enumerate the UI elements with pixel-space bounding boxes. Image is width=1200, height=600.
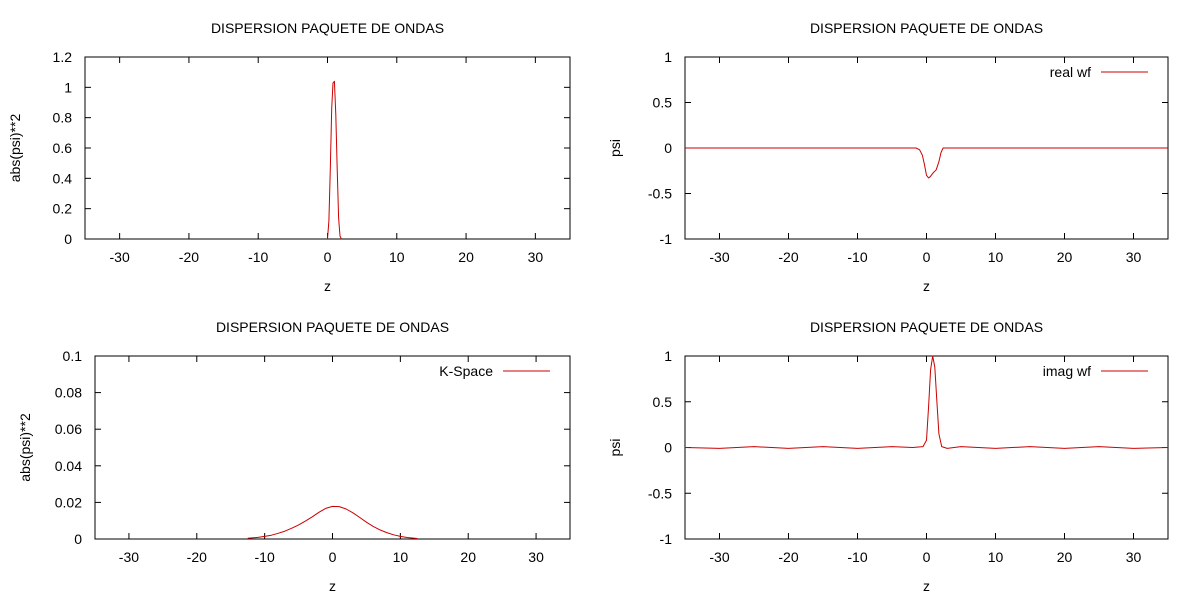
panels-container: DISPERSION PAQUETE DE ONDAS z abs(psi)**2 -… — [7, 20, 1169, 594]
chart-4-x-tick-label: 0 — [923, 549, 931, 565]
chart-2-legend-label: real wf — [1050, 64, 1091, 80]
chart-4-y-axis-label: psi — [607, 439, 623, 457]
chart-2-y-axis-label: psi — [607, 139, 623, 157]
chart-1: DISPERSION PAQUETE DE ONDAS z abs(psi)**2 -… — [7, 20, 571, 294]
chart-3-x-tick-label: 0 — [329, 549, 337, 565]
chart-3-y-tick-label: 0 — [74, 531, 82, 547]
chart-4-x-tick-label: -30 — [709, 549, 729, 565]
chart-2-x-tick-label: -10 — [847, 249, 867, 265]
chart-3-x-tick-label: 20 — [460, 549, 476, 565]
chart-3-y-tick-label: 0.08 — [55, 385, 82, 401]
chart-2-series-line-real-wf — [685, 147, 1168, 179]
chart-3-y-tick-label: 0.04 — [55, 458, 82, 474]
chart-2-x-tick-label: 0 — [923, 249, 931, 265]
chart-1-y-tick-label: 0 — [64, 231, 72, 247]
chart-1-title: DISPERSION PAQUETE DE ONDAS — [211, 20, 444, 36]
chart-2-y-tick-label: 0 — [664, 140, 672, 156]
chart-3-x-tick-label: -30 — [119, 549, 139, 565]
chart-3-y-axis-label: abs(psi)**2 — [17, 413, 33, 482]
chart-3-y-tick-label: 0.02 — [55, 494, 82, 510]
chart-2-x-tick-label: -30 — [709, 249, 729, 265]
chart-1-plot-frame — [84, 56, 571, 240]
chart-4-x-tick-label: 30 — [1126, 549, 1142, 565]
chart-1-y-tick-label: 1 — [64, 79, 72, 95]
chart-1-x-axis-label: z — [324, 278, 331, 294]
chart-2-y-tick-label: -1 — [660, 231, 673, 247]
chart-4-x-tick-label: -20 — [778, 549, 798, 565]
chart-4-x-tick-label: 10 — [988, 549, 1004, 565]
chart-4-series-line-imag-wf — [684, 355, 1169, 449]
chart-3: DISPERSION PAQUETE DE ONDAS z abs(psi)**2 -… — [17, 319, 571, 594]
chart-1-y-tick-label: 0.2 — [53, 201, 73, 217]
chart-3-title: DISPERSION PAQUETE DE ONDAS — [216, 319, 449, 335]
chart-1-y-tick-label: 0.8 — [53, 110, 73, 126]
chart-1-x-tick-label: 20 — [458, 249, 474, 265]
chart-4-y-tick-label: -0.5 — [648, 485, 672, 501]
chart-4-x-tick-label: 20 — [1057, 549, 1073, 565]
chart-1-x-tick-label: -10 — [248, 249, 268, 265]
chart-4-y-tick-label: -1 — [660, 531, 673, 547]
chart-2-y-tick-label: -0.5 — [648, 186, 672, 202]
chart-3-y-tick-label: 0.06 — [55, 421, 82, 437]
chart-2-x-tick-label: 30 — [1126, 249, 1142, 265]
chart-1-x-tick-label: -30 — [110, 249, 130, 265]
chart-3-legend-label: K-Space — [439, 363, 493, 379]
chart-4-title: DISPERSION PAQUETE DE ONDAS — [810, 319, 1043, 335]
chart-3-x-tick-label: 30 — [528, 549, 544, 565]
chart-4-plot-frame — [684, 355, 1169, 540]
chart-3-x-axis-label: z — [329, 578, 336, 594]
chart-2-x-axis-label: z — [923, 278, 930, 294]
chart-3-x-tick-label: -10 — [255, 549, 275, 565]
chart-1-series-line — [327, 80, 342, 240]
chart-3-x-tick-label: 10 — [393, 549, 409, 565]
chart-3-series-line-k-space — [247, 505, 418, 539]
chart-1-y-axis-label: abs(psi)**2 — [7, 114, 23, 183]
chart-2-x-tick-label: 10 — [988, 249, 1004, 265]
chart-1-y-tick-label: 0.6 — [53, 140, 73, 156]
chart-1-x-tick-label: 0 — [324, 249, 332, 265]
chart-4-y-tick-label: 1 — [664, 348, 672, 364]
chart-4-y-tick-label: 0 — [664, 440, 672, 456]
chart-1-x-tick-label: -20 — [179, 249, 199, 265]
chart-3-x-tick-label: -20 — [187, 549, 207, 565]
chart-4-x-axis-label: z — [923, 578, 930, 594]
chart-1-y-tick-label: 0.4 — [53, 170, 73, 186]
chart-4-legend-label: imag wf — [1043, 363, 1091, 379]
chart-2-title: DISPERSION PAQUETE DE ONDAS — [810, 20, 1043, 36]
chart-3-plot-frame — [94, 355, 571, 540]
chart-1-y-tick-label: 1.2 — [53, 49, 73, 65]
chart-3-y-tick-label: 0.1 — [63, 348, 83, 364]
chart-2-y-tick-label: 0.5 — [653, 95, 673, 111]
chart-4-x-tick-label: -10 — [847, 549, 867, 565]
chart-2-x-tick-label: 20 — [1057, 249, 1073, 265]
chart-2-x-tick-label: -20 — [778, 249, 798, 265]
chart-1-x-tick-label: 10 — [389, 249, 405, 265]
chart-2-y-tick-label: 1 — [664, 49, 672, 65]
chart-1-x-tick-label: 30 — [528, 249, 544, 265]
chart-4-y-tick-label: 0.5 — [653, 394, 673, 410]
